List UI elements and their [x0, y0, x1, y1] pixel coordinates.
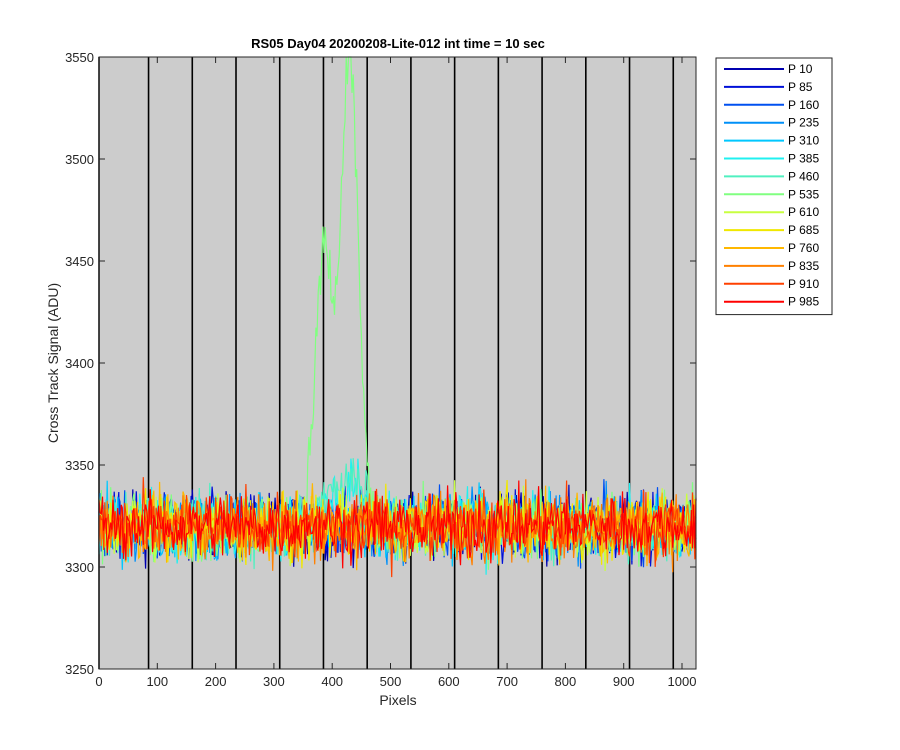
y-tick-label: 3350	[65, 458, 94, 473]
legend-label: P 10	[788, 62, 813, 76]
legend: P 10 P 85 P 160 P 235 P 310 P 385 P 460 P 535 P …	[715, 57, 833, 316]
axes: 0 100 200 300 400 500 600 700 800 900 1000 3250 3300…	[65, 50, 697, 689]
legend-label: P 460	[788, 169, 819, 183]
series-line	[98, 480, 697, 569]
legend-label: P 910	[788, 277, 819, 291]
x-tick-label: 0	[95, 674, 102, 689]
legend-label: P 835	[788, 259, 819, 273]
series-lines	[98, 56, 697, 578]
legend-label: P 985	[788, 295, 819, 309]
y-tick-label: 3500	[65, 152, 94, 167]
y-axis-label: Cross Track Signal (ADU)	[45, 283, 61, 443]
x-tick-label: 200	[205, 674, 227, 689]
x-tick-label: 300	[263, 674, 285, 689]
legend-label: P 760	[788, 241, 819, 255]
y-tick-label: 3300	[65, 560, 94, 575]
chart-title: RS05 Day04 20200208-Lite-012 int time = …	[251, 36, 545, 51]
x-tick-label: 800	[555, 674, 577, 689]
legend-label: P 85	[788, 80, 813, 94]
x-tick-label: 900	[613, 674, 635, 689]
legend-box	[715, 57, 833, 316]
y-tick-label: 3250	[65, 662, 94, 677]
plot-area	[99, 57, 696, 669]
x-tick-label: 500	[380, 674, 402, 689]
y-tick-label: 3550	[65, 50, 94, 65]
legend-label: P 685	[788, 223, 819, 237]
x-tick-label: 400	[321, 674, 343, 689]
legend-label: P 160	[788, 98, 819, 112]
legend-label: P 235	[788, 116, 819, 130]
x-tick-label: 600	[438, 674, 460, 689]
legend-label: P 535	[788, 187, 819, 201]
x-tick-label: 100	[146, 674, 168, 689]
legend-label: P 310	[788, 134, 819, 148]
y-tick-label: 3450	[65, 254, 94, 269]
legend-label: P 610	[788, 205, 819, 219]
y-tick-label: 3400	[65, 356, 94, 371]
legend-label: P 385	[788, 152, 819, 166]
x-tick-label: 1000	[668, 674, 697, 689]
x-axis-label: Pixels	[379, 692, 416, 708]
x-tick-label: 700	[496, 674, 518, 689]
